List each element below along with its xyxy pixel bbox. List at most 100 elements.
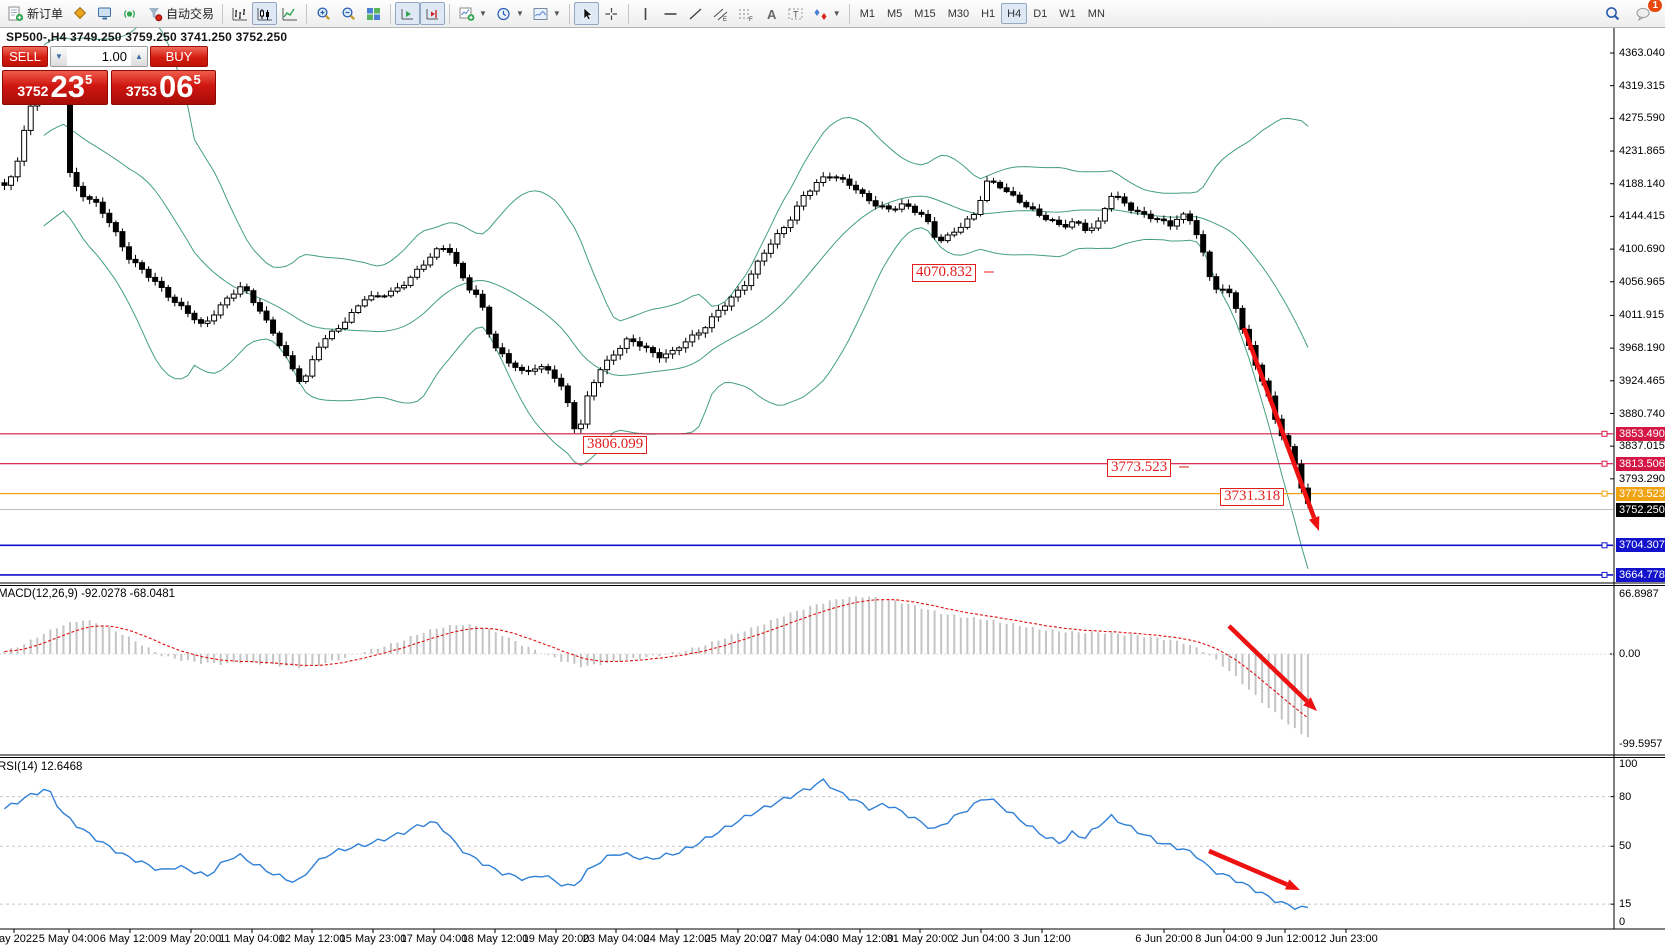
panel-separators[interactable] xyxy=(0,582,1665,930)
equidistant-channel-button[interactable]: E xyxy=(708,2,733,25)
timeframe-d1-button[interactable]: D1 xyxy=(1033,7,1048,20)
indicators-button[interactable]: ▼ xyxy=(454,2,491,25)
price-level-label: 3853.490 xyxy=(1616,426,1665,441)
chartshift-icon xyxy=(426,8,439,19)
tile-windows-button[interactable] xyxy=(361,2,386,25)
horizontal-level-lines[interactable] xyxy=(0,430,1613,578)
fibonacci-button[interactable]: F xyxy=(733,2,758,25)
periods-button[interactable]: ▼ xyxy=(491,2,528,25)
svg-text:F: F xyxy=(749,17,753,22)
trend-arrow-main[interactable] xyxy=(1241,327,1320,531)
time-axis-label: May 2022 xyxy=(0,933,39,945)
chat-button[interactable]: 1 xyxy=(1631,0,1662,25)
auto-trading-button[interactable]: 自动交易 xyxy=(142,2,218,25)
price-level-label: 3752.250 xyxy=(1616,502,1665,517)
zoom-out-button[interactable] xyxy=(336,2,361,25)
autotrade-icon xyxy=(149,7,163,21)
line-handle[interactable] xyxy=(1601,430,1608,437)
new-order-button-label: 新订单 xyxy=(27,7,64,21)
new-order-button[interactable]: 新订单 xyxy=(3,2,67,25)
chat-badge: 1 xyxy=(1648,0,1662,12)
search-button[interactable] xyxy=(1600,2,1625,25)
signals-button[interactable] xyxy=(117,2,142,25)
tiles-icon xyxy=(367,7,381,20)
line-chart-button[interactable] xyxy=(277,2,302,25)
timeframe-h4-button[interactable]: H4 xyxy=(1001,3,1028,24)
line-handle[interactable] xyxy=(1601,571,1608,578)
fibo-icon: F xyxy=(738,9,753,22)
time-axis-label: 2 Jun 04:00 xyxy=(952,933,1010,945)
time-axis-label: 24 May 12:00 xyxy=(643,933,711,945)
zoom-in-button[interactable] xyxy=(311,2,336,25)
clock-icon xyxy=(497,7,510,20)
auto-scroll-button[interactable] xyxy=(395,2,421,25)
time-axis-label: 5 May 04:00 xyxy=(38,933,100,945)
indicator-add-icon xyxy=(459,7,475,21)
price-annotation[interactable]: 3806.099 xyxy=(583,436,648,454)
price-annotation[interactable]: 3773.523 xyxy=(1107,459,1172,477)
chevron-down-icon: ▼ xyxy=(515,9,524,18)
text-button[interactable]: A xyxy=(758,2,783,25)
time-axis-label: 12 Jun 23:00 xyxy=(1314,933,1378,945)
line-handle[interactable] xyxy=(1601,460,1608,467)
search-icon xyxy=(1606,6,1620,20)
bar-chart-button[interactable] xyxy=(227,2,252,25)
price-level-label: 3704.307 xyxy=(1616,538,1665,553)
volume-input[interactable] xyxy=(67,47,131,66)
time-axis-label: 9 May 20:00 xyxy=(160,933,222,945)
price-axis-tick-label: 3968.190 xyxy=(1619,342,1665,355)
monitor-icon xyxy=(98,7,112,19)
sell-price-display[interactable]: 3752 23 5 xyxy=(2,70,108,105)
depth-of-market-button[interactable] xyxy=(92,2,117,25)
horizontal-line-button[interactable] xyxy=(658,2,683,25)
text-label-button[interactable]: T xyxy=(783,2,808,25)
rsi-line xyxy=(4,778,1309,911)
price-axis-tick-label: 4100.690 xyxy=(1619,243,1665,256)
price-annotation[interactable]: 3731.318 xyxy=(1220,488,1285,506)
candles-icon xyxy=(257,7,273,20)
sell-button[interactable]: SELL xyxy=(2,46,48,67)
trendline-button[interactable] xyxy=(683,2,708,25)
line-handle[interactable] xyxy=(1601,490,1608,497)
timeframe-m15-button[interactable]: M15 xyxy=(914,7,936,20)
bollinger-lower-line xyxy=(43,210,1309,569)
toolbar-separator xyxy=(568,3,570,24)
line-handle[interactable] xyxy=(1601,542,1608,549)
timeframe-m5-button[interactable]: M5 xyxy=(887,7,903,20)
volume-increase-button[interactable]: ▲ xyxy=(131,47,147,66)
vertical-line-button[interactable] xyxy=(633,2,658,25)
chart-shift-button[interactable] xyxy=(420,2,446,25)
rsi-axis-label: 100 xyxy=(1619,757,1638,770)
autoscroll-icon xyxy=(401,8,414,19)
time-axis-label: 9 Jun 12:00 xyxy=(1256,933,1314,945)
trend-arrow-macd[interactable] xyxy=(1227,624,1317,711)
timeframe-h1-button[interactable]: H1 xyxy=(981,7,996,20)
toolbar-separator xyxy=(848,3,850,24)
new-order-icon xyxy=(8,6,24,21)
timeframe-mn-button[interactable]: MN xyxy=(1087,7,1105,20)
time-axis[interactable] xyxy=(13,929,1347,933)
crosshair-button[interactable] xyxy=(599,2,624,25)
main-toolbar: 新订单 自动交易 ▼ ▼ ▼ E F A T ▼ M1 M5 M15 M30 H1 H4 D1 W1 MN 1 xyxy=(0,0,1665,28)
cursor-button[interactable] xyxy=(573,2,599,25)
rsi-axis-label: 80 xyxy=(1619,790,1632,803)
time-axis-label: 31 May 20:00 xyxy=(886,933,954,945)
price-annotation[interactable]: 4070.832 xyxy=(912,264,977,282)
timeframe-w1-button[interactable]: W1 xyxy=(1059,7,1076,20)
arrows-button[interactable]: ▼ xyxy=(808,2,845,25)
timeframe-m30-button[interactable]: M30 xyxy=(947,7,970,20)
buy-price-display[interactable]: 3753 06 5 xyxy=(110,70,216,105)
time-axis-label: 25 May 20:00 xyxy=(704,933,772,945)
volume-decrease-button[interactable]: ▼ xyxy=(51,47,67,66)
candlestick-chart-button[interactable] xyxy=(252,2,278,25)
toolbar-separator xyxy=(222,3,224,24)
mql-community-button[interactable] xyxy=(67,2,92,25)
templates-button[interactable]: ▼ xyxy=(528,2,565,25)
buy-button[interactable]: BUY xyxy=(150,46,208,67)
price-axis[interactable] xyxy=(1610,28,1615,929)
timeframe-m1-button[interactable]: M1 xyxy=(859,7,875,20)
price-axis-tick-label: 3793.290 xyxy=(1619,472,1665,485)
rsi-axis-label: 50 xyxy=(1619,840,1632,853)
trend-arrow-rsi[interactable] xyxy=(1208,848,1300,890)
